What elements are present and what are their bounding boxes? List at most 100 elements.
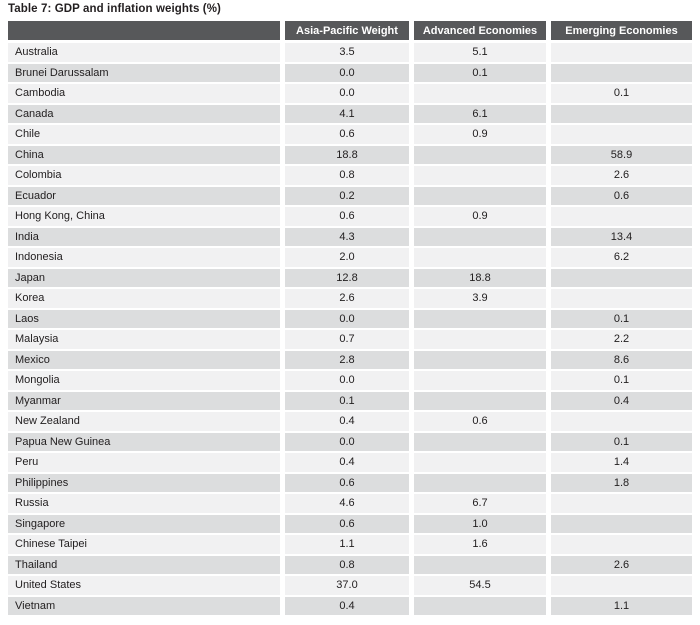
- value-cell: 0.4: [280, 412, 409, 433]
- value-cell: 2.8: [280, 350, 409, 371]
- table-row: Mongolia 0.0 0.1: [8, 371, 692, 392]
- value-cell: 0.0: [280, 309, 409, 330]
- column-header-asia-pacific-weight: Asia-Pacific Weight: [280, 21, 409, 43]
- value-cell: [409, 391, 546, 412]
- value-cell: 5.1: [409, 43, 546, 64]
- country-cell: Canada: [8, 104, 280, 125]
- value-cell: 0.4: [280, 596, 409, 617]
- country-cell: Cambodia: [8, 84, 280, 105]
- value-cell: 0.6: [280, 514, 409, 535]
- value-cell: [546, 494, 692, 515]
- value-cell: 2.6: [280, 289, 409, 310]
- value-cell: 0.1: [409, 63, 546, 84]
- value-cell: [409, 166, 546, 187]
- value-cell: [409, 227, 546, 248]
- country-cell: United States: [8, 576, 280, 597]
- value-cell: 0.0: [280, 371, 409, 392]
- value-cell: 0.1: [546, 309, 692, 330]
- value-cell: [409, 371, 546, 392]
- value-cell: 54.5: [409, 576, 546, 597]
- table-header: Asia-Pacific Weight Advanced Economies E…: [8, 21, 692, 43]
- value-cell: 1.1: [280, 535, 409, 556]
- country-cell: Ecuador: [8, 186, 280, 207]
- value-cell: 4.1: [280, 104, 409, 125]
- value-cell: 1.0: [409, 514, 546, 535]
- value-cell: 0.7: [280, 330, 409, 351]
- value-cell: 2.0: [280, 248, 409, 269]
- header-row: Asia-Pacific Weight Advanced Economies E…: [8, 21, 692, 43]
- value-cell: [546, 43, 692, 64]
- value-cell: [409, 596, 546, 617]
- value-cell: [409, 248, 546, 269]
- country-cell: Brunei Darussalam: [8, 63, 280, 84]
- table-row: Russia 4.6 6.7: [8, 494, 692, 515]
- value-cell: [546, 514, 692, 535]
- table-row: China 18.8 58.9: [8, 145, 692, 166]
- value-cell: 4.6: [280, 494, 409, 515]
- country-cell: China: [8, 145, 280, 166]
- table-row: Laos 0.0 0.1: [8, 309, 692, 330]
- table-row: Peru 0.4 1.4: [8, 453, 692, 474]
- country-cell: Vietnam: [8, 596, 280, 617]
- value-cell: 0.4: [280, 453, 409, 474]
- table-row: Cambodia 0.0 0.1: [8, 84, 692, 105]
- value-cell: [409, 432, 546, 453]
- value-cell: [546, 576, 692, 597]
- country-cell: Singapore: [8, 514, 280, 535]
- value-cell: [409, 453, 546, 474]
- country-cell: Laos: [8, 309, 280, 330]
- value-cell: 2.2: [546, 330, 692, 351]
- value-cell: 0.9: [409, 125, 546, 146]
- value-cell: 6.7: [409, 494, 546, 515]
- value-cell: 1.8: [546, 473, 692, 494]
- country-cell: Indonesia: [8, 248, 280, 269]
- value-cell: 6.2: [546, 248, 692, 269]
- table-row: Canada 4.1 6.1: [8, 104, 692, 125]
- country-cell: Chinese Taipei: [8, 535, 280, 556]
- country-cell: Thailand: [8, 555, 280, 576]
- country-cell: Japan: [8, 268, 280, 289]
- country-cell: Chile: [8, 125, 280, 146]
- value-cell: 1.1: [546, 596, 692, 617]
- table-row: Philippines 0.6 1.8: [8, 473, 692, 494]
- value-cell: [409, 84, 546, 105]
- value-cell: 0.2: [280, 186, 409, 207]
- table-row: Malaysia 0.7 2.2: [8, 330, 692, 351]
- value-cell: 3.9: [409, 289, 546, 310]
- table-row: Chile 0.6 0.9: [8, 125, 692, 146]
- country-cell: Peru: [8, 453, 280, 474]
- value-cell: 0.6: [546, 186, 692, 207]
- table-row: Japan 12.8 18.8: [8, 268, 692, 289]
- table-row: Mexico 2.8 8.6: [8, 350, 692, 371]
- value-cell: [409, 473, 546, 494]
- country-cell: Papua New Guinea: [8, 432, 280, 453]
- value-cell: 18.8: [280, 145, 409, 166]
- table-row: United States 37.0 54.5: [8, 576, 692, 597]
- value-cell: 0.8: [280, 166, 409, 187]
- table-row: Hong Kong, China 0.6 0.9: [8, 207, 692, 228]
- value-cell: 2.6: [546, 166, 692, 187]
- country-cell: Mongolia: [8, 371, 280, 392]
- value-cell: [409, 309, 546, 330]
- table-row: Singapore 0.6 1.0: [8, 514, 692, 535]
- value-cell: 18.8: [409, 268, 546, 289]
- table-row: Myanmar 0.1 0.4: [8, 391, 692, 412]
- value-cell: 0.4: [546, 391, 692, 412]
- value-cell: [546, 104, 692, 125]
- column-header-advanced-economies: Advanced Economies: [409, 21, 546, 43]
- value-cell: 0.9: [409, 207, 546, 228]
- value-cell: [546, 207, 692, 228]
- country-cell: India: [8, 227, 280, 248]
- table-row: Brunei Darussalam 0.0 0.1: [8, 63, 692, 84]
- country-cell: Russia: [8, 494, 280, 515]
- country-cell: Philippines: [8, 473, 280, 494]
- value-cell: [409, 350, 546, 371]
- value-cell: 1.6: [409, 535, 546, 556]
- country-cell: New Zealand: [8, 412, 280, 433]
- gdp-inflation-weights-table: Asia-Pacific Weight Advanced Economies E…: [8, 21, 692, 617]
- value-cell: 0.8: [280, 555, 409, 576]
- value-cell: 4.3: [280, 227, 409, 248]
- table-row: India 4.3 13.4: [8, 227, 692, 248]
- value-cell: 0.0: [280, 432, 409, 453]
- value-cell: [546, 63, 692, 84]
